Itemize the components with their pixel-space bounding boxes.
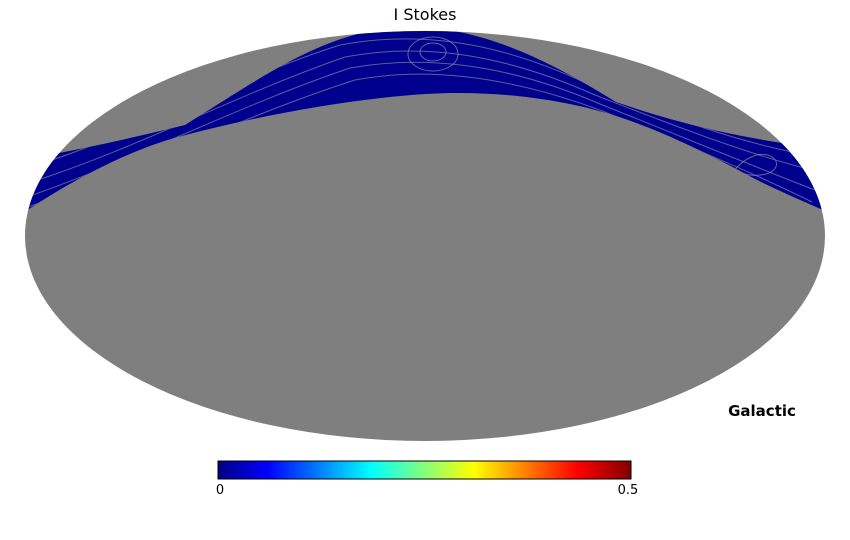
scan-swirl <box>729 153 778 177</box>
colorbar-tick-max: 0.5 <box>617 483 639 498</box>
colorbar <box>217 460 632 480</box>
sky-ellipse <box>25 31 825 441</box>
colorbar-tick-min: 0 <box>215 483 225 498</box>
coordinate-system-label: Galactic <box>728 402 796 420</box>
scan-band <box>25 31 825 222</box>
chart-title: I Stokes <box>393 5 457 24</box>
scan-ring <box>419 42 447 62</box>
scan-ring <box>407 36 459 72</box>
